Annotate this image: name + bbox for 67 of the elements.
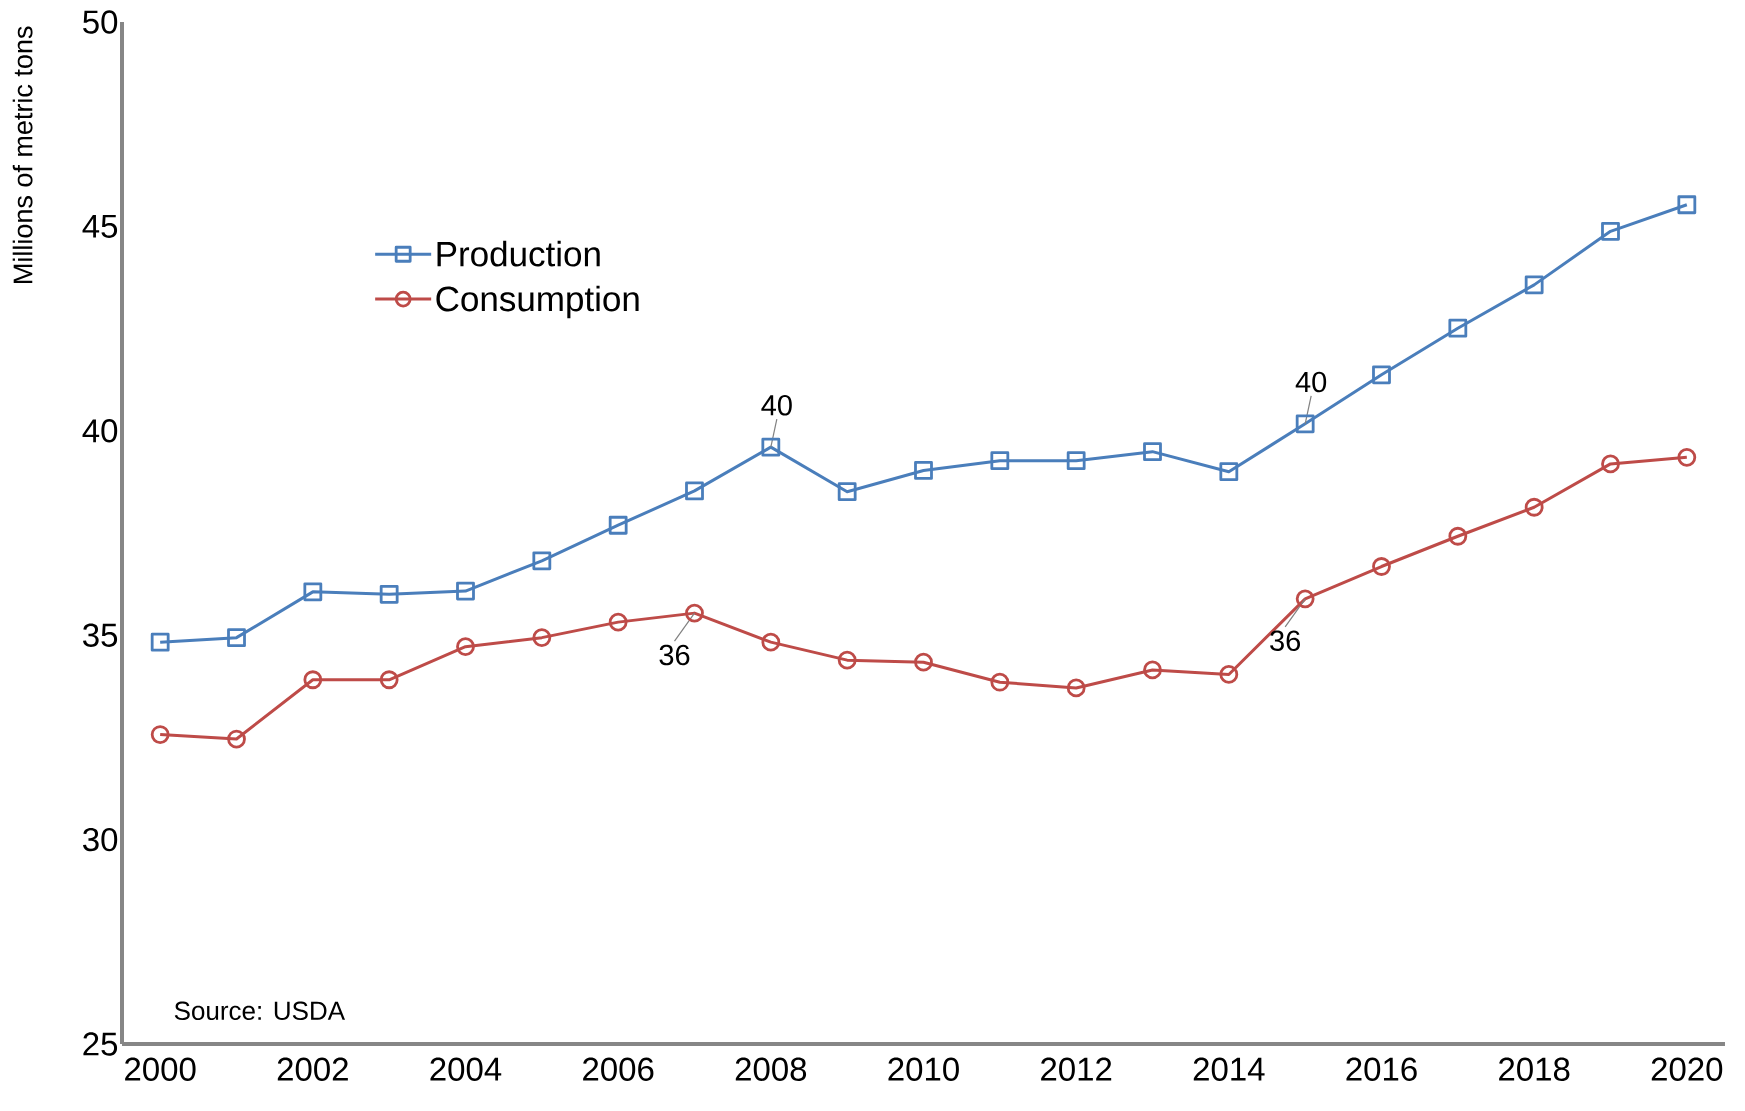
x-tick-label: 2004 bbox=[430, 1057, 502, 1081]
legend-label: Production bbox=[437, 240, 600, 267]
x-tick-label: 2006 bbox=[583, 1057, 654, 1081]
y-tick-label: 40 bbox=[82, 419, 118, 443]
point bbox=[1601, 454, 1620, 474]
legend-label: Consumption bbox=[436, 285, 639, 319]
y-tick-label: 45 bbox=[82, 214, 118, 238]
point bbox=[685, 603, 704, 623]
point bbox=[990, 451, 1010, 471]
point bbox=[456, 637, 475, 657]
point bbox=[532, 628, 552, 648]
point bbox=[1448, 526, 1468, 546]
point bbox=[1524, 497, 1544, 517]
point bbox=[456, 581, 475, 601]
point bbox=[150, 725, 170, 744]
point bbox=[1219, 665, 1239, 684]
point bbox=[227, 729, 246, 749]
x-tick-label: 2018 bbox=[1499, 1057, 1570, 1081]
y-tick-label: 50 bbox=[83, 10, 118, 34]
point bbox=[990, 672, 1010, 692]
point bbox=[914, 461, 933, 480]
point bbox=[303, 582, 323, 602]
point bbox=[1601, 221, 1620, 241]
point bbox=[379, 670, 399, 690]
y-tick-label: 25 bbox=[83, 1032, 118, 1056]
point bbox=[303, 670, 323, 690]
point bbox=[227, 628, 246, 648]
point bbox=[1372, 365, 1391, 385]
annotation: 36 bbox=[1270, 630, 1301, 651]
annotation: 36 bbox=[659, 644, 690, 666]
y-axis-title: Millions of metric tons bbox=[12, 26, 33, 283]
point bbox=[1295, 414, 1315, 434]
y-tick-label: 35 bbox=[83, 623, 118, 647]
point bbox=[1677, 447, 1697, 467]
point bbox=[608, 515, 628, 535]
point bbox=[761, 632, 781, 652]
point bbox=[150, 632, 170, 652]
point bbox=[608, 612, 628, 632]
point bbox=[1066, 678, 1086, 698]
x-tick-label: 2010 bbox=[888, 1057, 959, 1081]
point bbox=[1219, 462, 1239, 482]
point bbox=[837, 650, 857, 670]
point bbox=[1143, 660, 1162, 680]
point bbox=[379, 584, 399, 604]
x-tick-label: 2016 bbox=[1346, 1057, 1417, 1081]
x-tick-label: 2020 bbox=[1651, 1057, 1723, 1081]
y-tick-label: 30 bbox=[83, 827, 118, 852]
point bbox=[761, 437, 781, 457]
x-tick-label: 2000 bbox=[125, 1057, 196, 1081]
point bbox=[685, 481, 704, 501]
point bbox=[1066, 451, 1086, 471]
x-tick-label: 2008 bbox=[735, 1057, 807, 1081]
point bbox=[914, 652, 933, 672]
x-tick-label: 2002 bbox=[277, 1057, 348, 1081]
point bbox=[1677, 195, 1697, 215]
annotation: 40 bbox=[1295, 371, 1327, 393]
x-tick-label: 2014 bbox=[1193, 1057, 1265, 1081]
x-tick-label: 2012 bbox=[1041, 1057, 1112, 1081]
point bbox=[532, 551, 552, 571]
point bbox=[1143, 442, 1162, 462]
annotation: 40 bbox=[761, 395, 792, 416]
point bbox=[1448, 318, 1468, 338]
point bbox=[837, 482, 857, 502]
point bbox=[1372, 557, 1391, 576]
point bbox=[1524, 275, 1544, 295]
annotation: Source: USDA bbox=[174, 1001, 346, 1021]
point bbox=[1295, 589, 1315, 609]
